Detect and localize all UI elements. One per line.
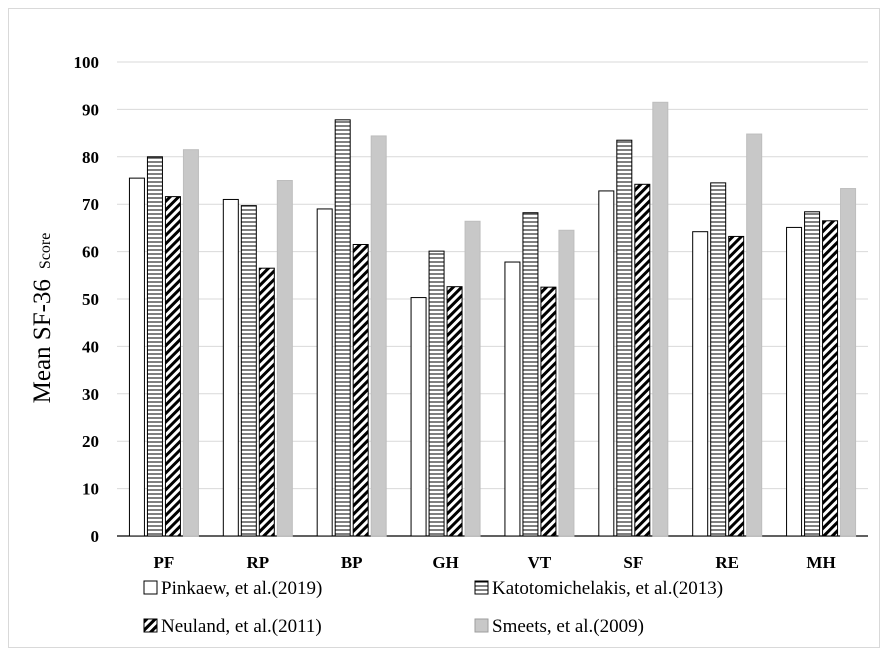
y-tick-label: 40: [82, 337, 99, 356]
chart-frame: [8, 8, 880, 648]
y-axis-label-main: Mean SF-36: [29, 279, 56, 403]
bar-gh-series-1: [428, 250, 445, 537]
bar-pf-series-0: [128, 177, 145, 537]
legend-label: Katotomichelakis, et al.(2013): [492, 578, 723, 599]
bar-re-series-2: [728, 235, 745, 537]
y-tick-label: 30: [82, 385, 99, 404]
y-tick-labels: 0 10 20 30 40 50 60 70 80 90 100: [74, 53, 100, 546]
x-category-label: MH: [806, 553, 835, 572]
y-tick-label: 90: [82, 100, 99, 119]
bar-pf-series-2: [164, 196, 181, 537]
x-category-label: RE: [715, 553, 739, 572]
bar-sf-series-1: [616, 139, 633, 537]
bar-sf-series-0: [598, 190, 615, 537]
bar-rp-series-3: [276, 180, 293, 537]
bar-re-series-1: [710, 182, 727, 537]
bar-bp-series-3: [370, 135, 387, 537]
bar-rp-series-2: [258, 267, 275, 537]
legend-label: Neuland, et al.(2011): [161, 616, 322, 637]
legend-swatch: [143, 618, 158, 633]
legend-swatch: [474, 580, 489, 595]
y-axis-label: Mean SF-36 Score: [29, 233, 56, 404]
y-tick-label: 60: [82, 243, 99, 262]
x-category-label: VT: [528, 553, 552, 572]
bar-mh-series-3: [840, 188, 857, 537]
bar-vt-series-3: [558, 229, 575, 537]
y-tick-label: 70: [82, 195, 99, 214]
bar-bp-series-0: [316, 208, 333, 537]
bar-mh-series-1: [804, 211, 821, 537]
x-category-label: SF: [623, 553, 643, 572]
x-category-label: RP: [246, 553, 269, 572]
bar-vt-series-0: [504, 261, 521, 537]
bar-rp-series-0: [222, 198, 239, 537]
bar-bp-series-1: [334, 119, 351, 537]
bar-mh-series-2: [822, 220, 839, 537]
legend-label: Smeets, et al.(2009): [492, 616, 644, 637]
y-tick-label: 50: [82, 290, 99, 309]
bar-rp-series-1: [240, 205, 257, 537]
y-tick-label: 0: [91, 527, 100, 546]
bar-vt-series-1: [522, 212, 539, 537]
bar-re-series-3: [746, 133, 763, 537]
bar-vt-series-2: [540, 286, 557, 537]
bar-pf-series-3: [182, 149, 199, 537]
bar-sf-series-3: [652, 101, 669, 537]
bars: [128, 101, 857, 537]
legend-swatch: [474, 618, 489, 633]
bar-gh-series-0: [410, 297, 427, 537]
y-tick-label: 20: [82, 432, 99, 451]
x-category-label: PF: [154, 553, 175, 572]
x-category-labels: PF RP BP GH VT SF RE MH: [154, 553, 836, 572]
bar-gh-series-3: [464, 220, 481, 537]
bar-re-series-0: [692, 231, 709, 537]
legend: Pinkaew, et al.(2019) Katotomichelakis, e…: [143, 578, 723, 637]
y-axis-label-suffix: Score: [37, 233, 54, 269]
bar-pf-series-1: [146, 156, 163, 537]
y-tick-label: 10: [82, 480, 99, 499]
x-category-label: BP: [341, 553, 363, 572]
y-tick-label: 100: [74, 53, 100, 72]
bar-sf-series-2: [634, 183, 651, 537]
bar-bp-series-2: [352, 243, 369, 537]
y-tick-label: 80: [82, 148, 99, 167]
legend-label: Pinkaew, et al.(2019): [161, 578, 322, 599]
legend-swatch: [143, 580, 158, 595]
bar-gh-series-2: [446, 286, 463, 537]
bar-mh-series-0: [786, 226, 803, 537]
x-category-label: GH: [432, 553, 458, 572]
